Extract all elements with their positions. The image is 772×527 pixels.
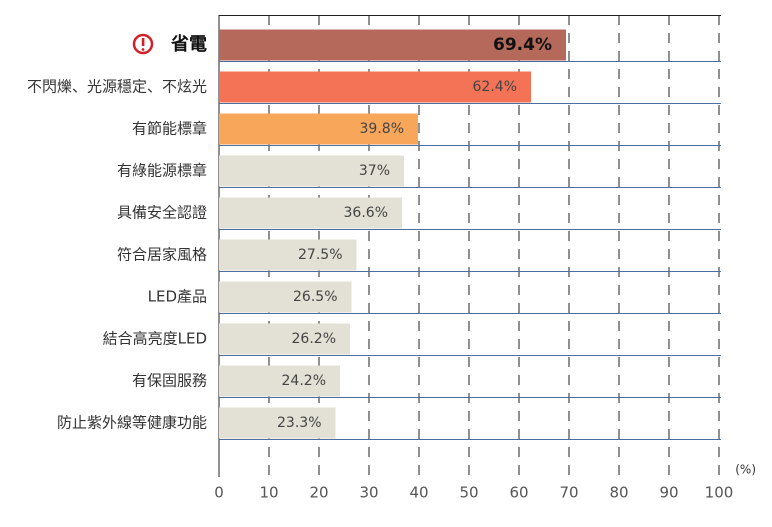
value-label: 69.4% xyxy=(493,35,552,55)
bar xyxy=(219,407,336,439)
category-label: LED產品 xyxy=(148,288,207,306)
bar xyxy=(219,71,531,103)
x-tick-label: 20 xyxy=(309,484,328,502)
category-label: 防止紫外線等健康功能 xyxy=(57,414,207,432)
x-tick-label: 80 xyxy=(609,484,628,502)
alert-icon xyxy=(132,33,154,55)
category-label: 符合居家風格 xyxy=(117,246,207,264)
value-label: 39.8% xyxy=(360,121,404,137)
x-tick-label: 50 xyxy=(459,484,478,502)
bar xyxy=(219,239,357,271)
value-label: 26.2% xyxy=(292,331,336,347)
value-label: 26.5% xyxy=(293,289,337,305)
category-label: 有綠能源標章 xyxy=(117,162,207,180)
category-label: 有保固服務 xyxy=(132,372,207,390)
x-tick-label: 100 xyxy=(705,484,734,502)
bar xyxy=(219,29,566,61)
x-tick-label: 90 xyxy=(659,484,678,502)
x-tick-label: 0 xyxy=(214,484,224,502)
value-label: 24.2% xyxy=(282,373,326,389)
alert-icon-dot xyxy=(141,48,145,51)
value-label: 36.6% xyxy=(344,205,388,221)
value-label: 27.5% xyxy=(298,247,342,263)
x-tick-label: 30 xyxy=(359,484,378,502)
value-label: 37% xyxy=(359,163,390,179)
x-tick-label: 70 xyxy=(559,484,578,502)
category-label: 結合高亮度LED xyxy=(103,330,207,348)
x-unit-label: (%) xyxy=(735,463,756,477)
category-label: 不閃爍、光源穩定、不炫光 xyxy=(27,78,207,96)
bar xyxy=(219,113,418,145)
x-tick-label: 10 xyxy=(259,484,278,502)
category-label: 有節能標章 xyxy=(132,120,207,138)
x-tick-label: 40 xyxy=(409,484,428,502)
bar xyxy=(219,281,352,313)
value-label: 62.4% xyxy=(473,79,517,95)
bar xyxy=(219,197,402,229)
bar xyxy=(219,155,404,187)
bar xyxy=(219,365,340,397)
bar xyxy=(219,323,350,355)
x-tick-label: 60 xyxy=(509,484,528,502)
alert-icon-bar xyxy=(141,38,145,46)
value-label: 23.3% xyxy=(277,415,321,431)
category-label: 省電 xyxy=(170,33,207,55)
category-label: 具備安全認證 xyxy=(117,204,207,222)
